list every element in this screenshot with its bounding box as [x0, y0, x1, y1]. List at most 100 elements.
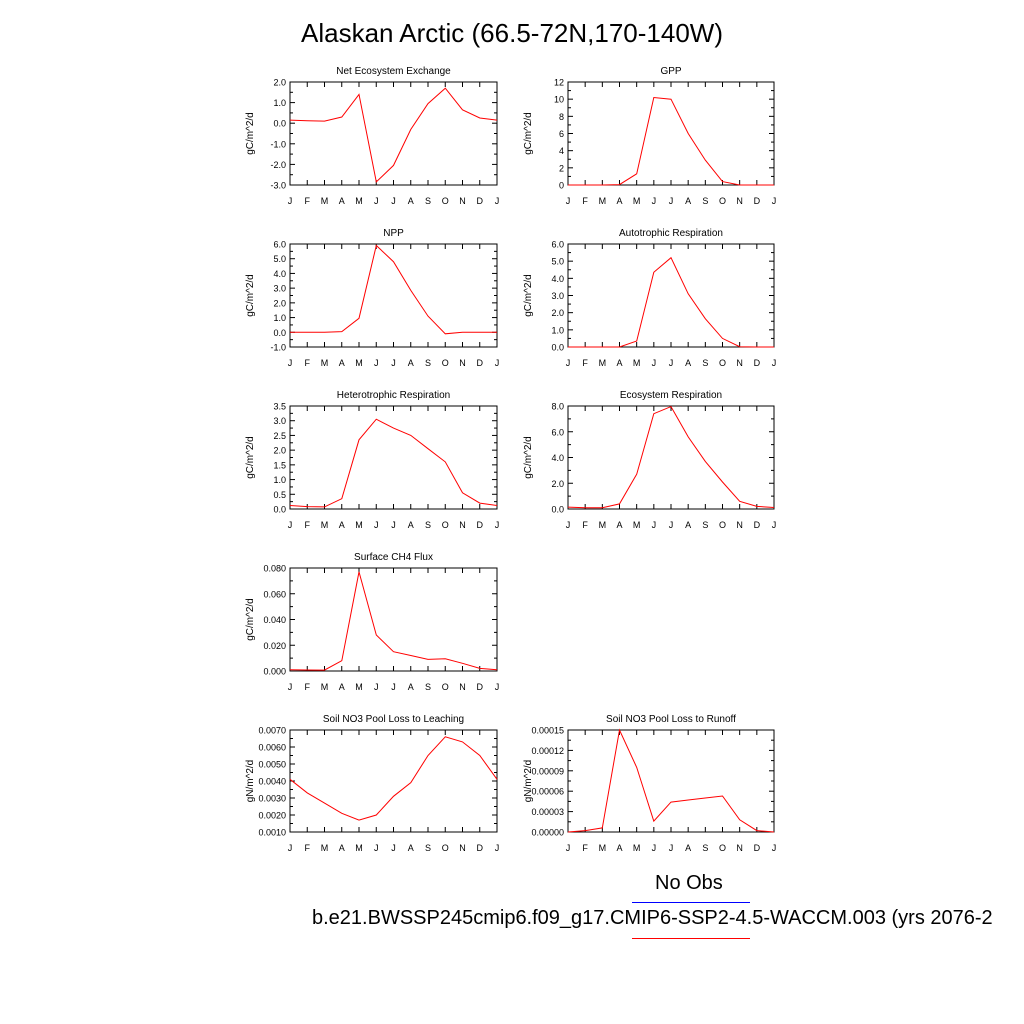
legend-no-obs-label: No Obs — [655, 872, 723, 894]
x-tick-label: N — [459, 682, 466, 692]
x-tick-label: D — [754, 196, 761, 206]
y-tick-label: 1.0 — [273, 98, 286, 108]
y-axis-label: gN/m^2/d — [245, 760, 256, 803]
x-tick-label: O — [442, 520, 449, 530]
y-tick-label: 3.0 — [273, 284, 286, 294]
x-tick-label: D — [477, 682, 484, 692]
x-tick-label: S — [425, 196, 431, 206]
x-tick-label: M — [355, 682, 363, 692]
x-tick-label: J — [566, 843, 571, 853]
x-tick-label: S — [425, 843, 431, 853]
y-tick-label: 0.000 — [263, 667, 286, 677]
y-tick-label: 0.060 — [263, 589, 286, 599]
y-tick-label: 5.0 — [551, 257, 564, 267]
y-tick-label: 8 — [559, 112, 564, 122]
x-tick-label: M — [599, 196, 607, 206]
x-tick-label: F — [582, 358, 588, 368]
x-tick-label: J — [495, 682, 500, 692]
plot-frame — [567, 729, 775, 833]
x-tick-label: F — [305, 682, 311, 692]
x-tick-label: N — [459, 196, 466, 206]
x-tick-label: M — [321, 520, 329, 530]
x-tick-label: M — [321, 196, 329, 206]
y-tick-label: 4.0 — [551, 453, 564, 463]
y-tick-label: 4.0 — [551, 274, 564, 284]
y-tick-label: 0.020 — [263, 641, 286, 651]
y-tick-label: 2 — [559, 163, 564, 173]
y-tick-label: 0.0 — [551, 343, 564, 353]
x-tick-label: J — [374, 682, 379, 692]
x-tick-label: S — [702, 843, 708, 853]
plot-frame — [567, 243, 775, 348]
x-tick-label: J — [391, 358, 396, 368]
x-tick-label: M — [633, 843, 641, 853]
y-tick-label: 0.00015 — [531, 726, 564, 736]
y-tick-label: -2.0 — [270, 160, 286, 170]
x-tick-label: D — [477, 843, 484, 853]
y-tick-label: 6.0 — [273, 240, 286, 250]
x-tick-label: A — [616, 843, 622, 853]
x-tick-label: S — [425, 682, 431, 692]
x-tick-label: F — [305, 358, 311, 368]
y-tick-label: 2.5 — [273, 431, 286, 441]
series-line — [568, 256, 774, 348]
series-line — [290, 244, 497, 335]
chart-panel-8: Soil NO3 Pool Loss to LeachinggN/m^2/d0.… — [245, 714, 499, 853]
x-tick-label: A — [339, 682, 345, 692]
y-tick-label: 1.5 — [273, 460, 286, 470]
x-tick-label: A — [408, 358, 414, 368]
x-tick-label: O — [719, 520, 726, 530]
x-tick-label: J — [374, 843, 379, 853]
chart-panel-1: Net Ecosystem Exchange gC/m^2/d -3.0 -2.0 -1… — [245, 66, 499, 206]
y-tick-label: 3.0 — [551, 291, 564, 301]
x-tick-label: F — [582, 520, 588, 530]
x-tick-label: M — [355, 196, 363, 206]
x-tick-label: J — [669, 520, 674, 530]
y-tick-label: 0.0040 — [258, 777, 286, 787]
plot-frame — [289, 567, 498, 672]
x-tick-label: M — [355, 520, 363, 530]
y-tick-label: 0.5 — [273, 490, 286, 500]
x-tick-label: N — [459, 520, 466, 530]
y-axis-label: gC/m^2/d — [523, 112, 534, 155]
x-tick-label: O — [442, 682, 449, 692]
y-tick-label: 5.0 — [273, 254, 286, 264]
y-tick-label: -3.0 — [270, 181, 286, 191]
y-tick-label: 0.00003 — [531, 807, 564, 817]
x-tick-label: A — [408, 682, 414, 692]
x-tick-label: A — [685, 520, 691, 530]
x-tick-label: J — [772, 358, 777, 368]
x-tick-label: N — [736, 196, 743, 206]
x-tick-label: M — [321, 843, 329, 853]
plot-frame — [567, 81, 775, 186]
x-tick-label: F — [582, 196, 588, 206]
x-tick-label: A — [339, 843, 345, 853]
x-tick-label: J — [374, 196, 379, 206]
x-tick-label: N — [736, 358, 743, 368]
x-tick-label: J — [495, 196, 500, 206]
y-tick-label: 1.0 — [551, 325, 564, 335]
x-tick-label: J — [288, 196, 293, 206]
x-tick-label: O — [442, 196, 449, 206]
x-tick-label: M — [633, 196, 641, 206]
chart-panel-5: Heterotrophic Respiration gC/m^2/d 0.0 0.5 1… — [245, 390, 499, 530]
y-axis-label: gC/m^2/d — [523, 436, 534, 479]
x-tick-label: O — [442, 843, 449, 853]
y-tick-label: 12 — [554, 78, 564, 88]
chart-title: Ecosystem Respiration — [620, 390, 722, 401]
chart-title: NPP — [383, 228, 404, 239]
x-tick-label: D — [754, 520, 761, 530]
plot-frame — [289, 81, 498, 186]
y-tick-label: 0.0 — [273, 119, 286, 129]
x-tick-label: N — [459, 358, 466, 368]
y-tick-label: 0.0020 — [258, 811, 286, 821]
x-tick-label: J — [652, 520, 657, 530]
y-tick-label: 0.0010 — [258, 828, 286, 838]
y-tick-label: 2.0 — [551, 308, 564, 318]
chart-title: Net Ecosystem Exchange — [336, 66, 451, 77]
chart-title: GPP — [660, 66, 681, 77]
series-line — [289, 736, 498, 821]
x-tick-label: D — [477, 358, 484, 368]
x-tick-label: A — [408, 520, 414, 530]
